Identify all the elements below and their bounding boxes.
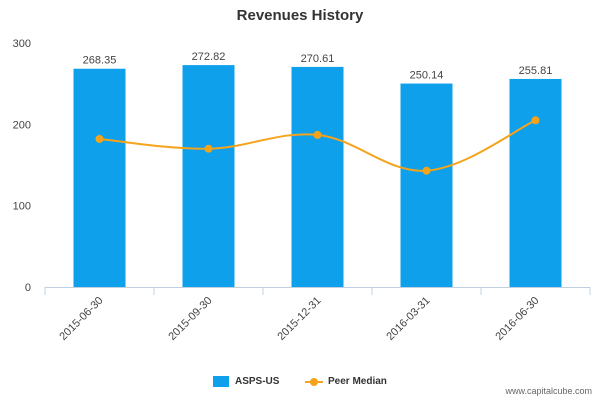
bar-value-label: 250.14 [410, 70, 444, 82]
peer-median-point [204, 144, 213, 153]
bar [400, 83, 453, 288]
legend-bar-swatch-icon [213, 375, 229, 387]
bar-value-label: 268.35 [83, 55, 117, 67]
y-tick-label: 300 [13, 38, 31, 50]
peer-median-point [531, 116, 540, 125]
x-tick-label: 2015-09-30 [166, 295, 214, 343]
legend-item-bars[interactable]: ASPS-US [213, 372, 279, 390]
peer-median-point [313, 130, 322, 139]
bar [182, 65, 235, 287]
legend: ASPS-US Peer Median [0, 372, 600, 390]
bar [73, 68, 126, 287]
bar-value-label: 255.81 [519, 65, 553, 77]
bar-value-label: 270.61 [301, 53, 335, 65]
peer-median-point [422, 166, 431, 175]
x-tick-label: 2016-06-30 [493, 295, 541, 343]
chart-title: Revenues History [236, 7, 364, 24]
y-tick-label: 100 [13, 201, 31, 213]
legend-label-bars: ASPS-US [235, 375, 280, 387]
legend-line-swatch-icon [305, 376, 323, 387]
peer-median-point [95, 134, 104, 143]
y-tick-label: 0 [25, 282, 31, 294]
bar [509, 78, 562, 288]
legend-label-line: Peer Median [328, 375, 387, 387]
y-tick-label: 200 [13, 119, 31, 131]
x-tick-label: 2015-12-31 [275, 295, 323, 343]
credit-text: www.capitalcube.com [505, 386, 592, 396]
bar-value-label: 272.82 [192, 51, 226, 63]
x-tick-label: 2015-06-30 [57, 295, 105, 343]
x-tick-label: 2016-03-31 [384, 295, 432, 343]
legend-item-line[interactable]: Peer Median [305, 372, 387, 390]
bar [291, 66, 344, 287]
